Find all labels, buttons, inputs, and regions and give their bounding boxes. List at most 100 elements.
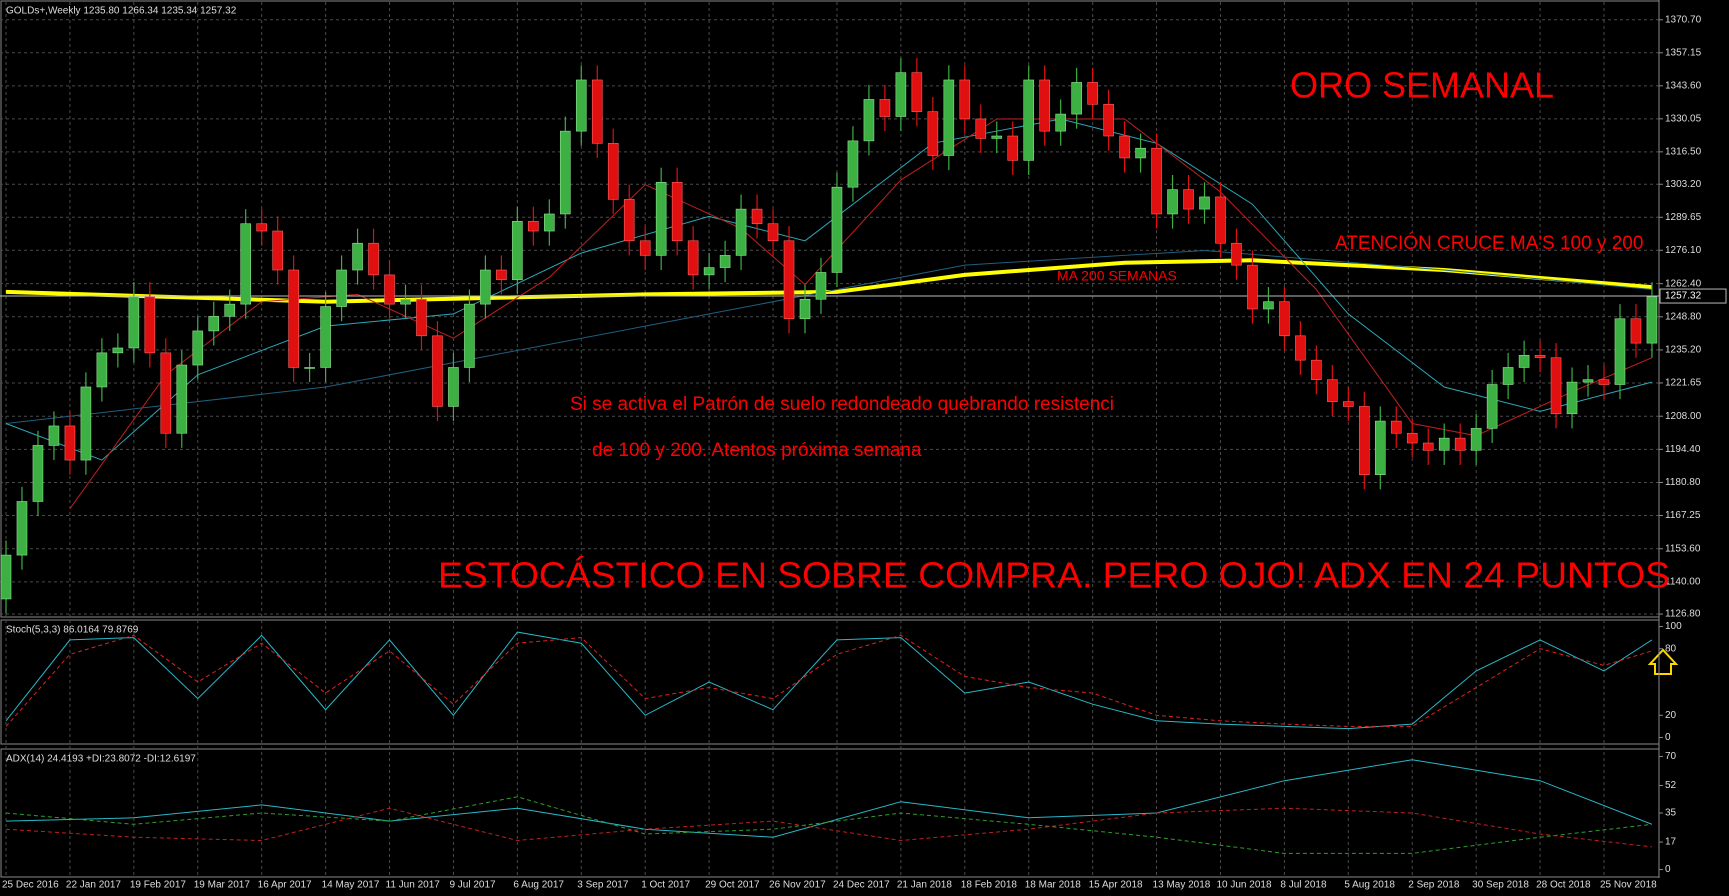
y-tick-label: 1167.25 (1665, 510, 1701, 521)
candle-body (32, 445, 44, 502)
candle-body (1007, 135, 1019, 161)
candle-body (208, 316, 220, 332)
candle-body (1311, 359, 1322, 380)
candle-body (544, 213, 555, 232)
candle-body (1518, 354, 1530, 368)
candle-body (352, 242, 363, 271)
candle-body (927, 111, 939, 156)
y-tick-label: 1248.80 (1665, 311, 1702, 322)
x-tick-label: 16 Apr 2017 (258, 880, 312, 891)
y-tick-label: 1289.65 (1665, 212, 1702, 223)
indicator-line (5, 759, 1653, 838)
candle-body (767, 223, 779, 242)
candle-body (64, 425, 76, 461)
x-tick-label: 22 Jan 2017 (66, 880, 121, 891)
candle-body (1502, 367, 1514, 385)
x-tick-label: 1 Oct 2017 (641, 880, 690, 891)
y-tick-label: 70 (1665, 751, 1677, 762)
x-tick-label: 3 Sep 2017 (577, 880, 629, 891)
annotation: Si se activa el Patrón de suelo redondea… (570, 394, 1114, 415)
candle-body (847, 140, 859, 188)
candle-body (1215, 196, 1226, 244)
candle-body (815, 272, 827, 300)
candle-body (799, 298, 811, 320)
candle-body (703, 267, 715, 276)
candle-body (1454, 437, 1466, 451)
candle-body (1359, 406, 1370, 475)
y-tick-label: 1194.40 (1665, 444, 1701, 455)
candle-body (623, 199, 635, 242)
candle-body (1486, 384, 1498, 429)
candle-body (128, 296, 140, 349)
x-tick-label: 8 Jul 2018 (1280, 880, 1327, 891)
candle-body (1566, 381, 1578, 415)
candle-body (639, 240, 651, 256)
arrow-icon (1647, 648, 1679, 675)
candle-body (1039, 79, 1050, 132)
candle-body (288, 269, 299, 368)
y-tick-label: 1303.20 (1665, 179, 1702, 190)
y-tick-label: 1221.65 (1665, 378, 1702, 389)
candle-body (783, 240, 795, 320)
x-tick-label: 30 Sep 2018 (1472, 880, 1529, 891)
candle-body (1598, 379, 1610, 385)
candle-body (336, 269, 347, 307)
candle-body (1438, 437, 1450, 451)
candle-body (975, 118, 987, 139)
candle-body (240, 223, 251, 305)
candle-body (1343, 401, 1354, 407)
annotation: ATENCIÓN CRUCE MA'S 100 y 200 (1335, 232, 1643, 254)
candle-body (1550, 357, 1562, 415)
y-tick-label: 1208.00 (1665, 411, 1702, 422)
y-tick-label: 1316.50 (1665, 146, 1702, 157)
candle-body (911, 72, 923, 112)
candle-body (1151, 147, 1162, 215)
candle-body (320, 306, 331, 368)
x-tick-label: 5 Aug 2018 (1344, 880, 1395, 891)
x-tick-label: 9 Jul 2017 (449, 880, 496, 891)
candle-body (1055, 113, 1066, 132)
candle-body (575, 79, 587, 132)
x-tick-label: 11 Jun 2017 (386, 880, 441, 891)
y-tick-label: 1235.20 (1665, 345, 1702, 356)
candle-body (1614, 318, 1626, 385)
annotation: ESTOCÁSTICO EN SOBRE COMPRA. PERO OJO! A… (438, 555, 1670, 596)
x-tick-label: 15 Apr 2018 (1089, 880, 1143, 891)
x-tick-label: 13 May 2018 (1153, 880, 1211, 891)
candle-body (112, 347, 124, 354)
candle-body (368, 242, 379, 276)
candle-body (655, 182, 667, 256)
x-tick-label: 18 Feb 2018 (961, 880, 1018, 891)
x-tick-label: 10 Jun 2018 (1216, 880, 1271, 891)
candle-body (991, 135, 1003, 139)
candle-body (496, 269, 507, 281)
candle-body (1390, 420, 1402, 434)
candle-body (528, 220, 539, 232)
panel-title: ADX(14) 24.4193 +DI:23.8072 -DI:12.6197 (6, 754, 196, 765)
candle-body (256, 223, 267, 232)
y-tick-label: 1180.80 (1665, 477, 1701, 488)
candle-body (0, 554, 12, 600)
candle-body (1630, 318, 1642, 344)
y-tick-label: 1276.10 (1665, 245, 1702, 256)
candle-body (432, 335, 443, 407)
candle-body (895, 72, 907, 117)
candle-body (304, 367, 315, 369)
candle-body (416, 298, 427, 337)
indicator-line (5, 796, 1652, 854)
candle-body (607, 143, 619, 200)
candle-body (144, 296, 156, 354)
candle-body (1534, 354, 1546, 359)
candle-body (176, 364, 188, 434)
candle-body (1119, 135, 1130, 159)
y-tick-label: 1370.70 (1665, 14, 1702, 25)
candle-body (80, 386, 92, 461)
indicator-line (5, 249, 1652, 424)
candle-body (959, 79, 971, 120)
candle-body (1263, 301, 1274, 310)
candle-body (1103, 104, 1114, 137)
annotation: de 100 y 200. Atentos próxima semana (592, 440, 922, 461)
y-tick-label: 20 (1665, 710, 1677, 721)
